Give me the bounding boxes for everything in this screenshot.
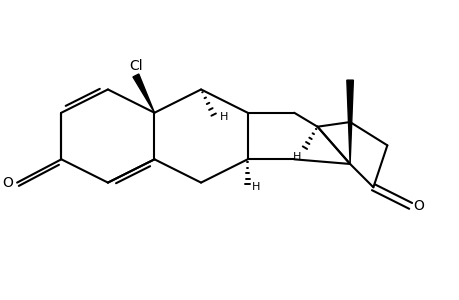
- Text: Cl: Cl: [129, 59, 142, 73]
- Text: H: H: [252, 182, 260, 192]
- Text: H: H: [219, 112, 228, 122]
- Text: O: O: [412, 199, 423, 213]
- Text: H: H: [292, 152, 301, 162]
- Text: O: O: [2, 176, 13, 190]
- Polygon shape: [133, 74, 154, 113]
- Polygon shape: [346, 80, 353, 164]
